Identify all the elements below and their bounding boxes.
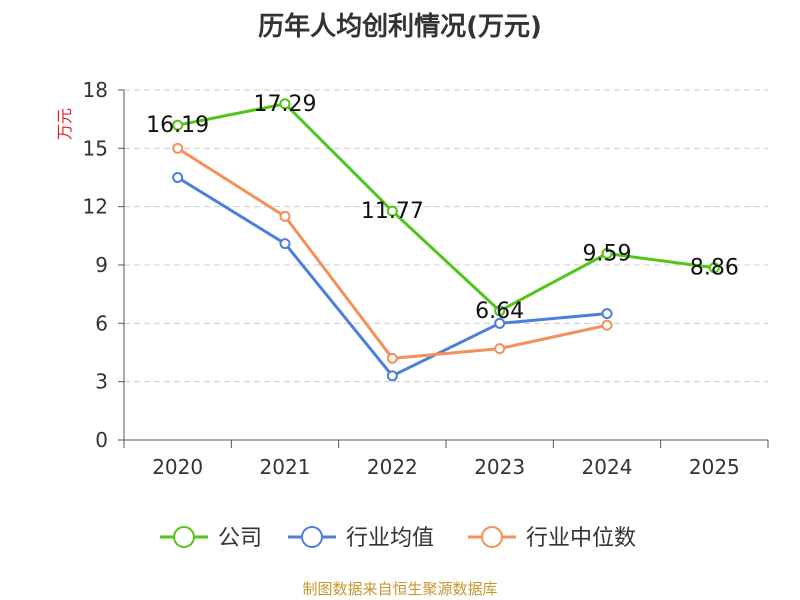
y-tick-label: 15	[83, 136, 108, 160]
series-line-2	[176, 147, 608, 360]
data-label: 9.59	[583, 242, 632, 267]
data-label: 16.19	[146, 113, 209, 138]
series-line-0	[177, 102, 715, 313]
x-tick-label: 2021	[260, 455, 311, 479]
data-point	[279, 98, 291, 110]
data-label: 8.86	[690, 256, 739, 281]
x-tick-label: 2024	[582, 455, 633, 479]
legend-label: 行业均值	[346, 526, 434, 551]
legend-swatch-marker	[301, 526, 323, 548]
data-point	[601, 248, 613, 260]
data-point	[386, 205, 398, 217]
source-note: 制图数据来自恒生聚源数据库	[302, 580, 498, 598]
data-label: 17.29	[254, 92, 317, 117]
data-label: 11.77	[361, 199, 424, 224]
legend-label: 行业中位数	[526, 526, 636, 551]
data-point	[601, 319, 613, 331]
y-tick-label: 0	[95, 428, 108, 452]
y-tick-label: 3	[95, 370, 108, 394]
x-tick-label: 2023	[474, 455, 525, 479]
legend-label: 公司	[218, 526, 262, 551]
data-point	[172, 172, 184, 183]
y-tick-label: 9	[95, 253, 108, 277]
legend-swatch-marker	[481, 526, 503, 548]
y-tick-label: 12	[83, 195, 108, 219]
y-tick-label: 18	[83, 78, 108, 102]
data-point	[601, 308, 613, 320]
data-point	[279, 238, 291, 250]
data-point	[172, 142, 184, 154]
x-tick-label: 2022	[367, 455, 418, 479]
data-point	[386, 370, 398, 382]
chart-title: 历年人均创利情况(万元)	[258, 12, 542, 42]
legend-swatch-marker	[173, 526, 195, 548]
y-tick-label: 6	[95, 311, 108, 335]
data-point	[494, 305, 506, 317]
data-point	[172, 119, 184, 131]
data-point	[386, 352, 398, 364]
data-point	[494, 343, 506, 355]
data-point	[494, 317, 506, 329]
data-point	[279, 210, 291, 222]
y-axis-label: 万元	[55, 108, 74, 140]
x-tick-label: 2020	[152, 455, 203, 479]
data-label: 6.64	[475, 299, 524, 324]
x-tick-label: 2025	[689, 455, 740, 479]
data-point	[708, 262, 720, 274]
